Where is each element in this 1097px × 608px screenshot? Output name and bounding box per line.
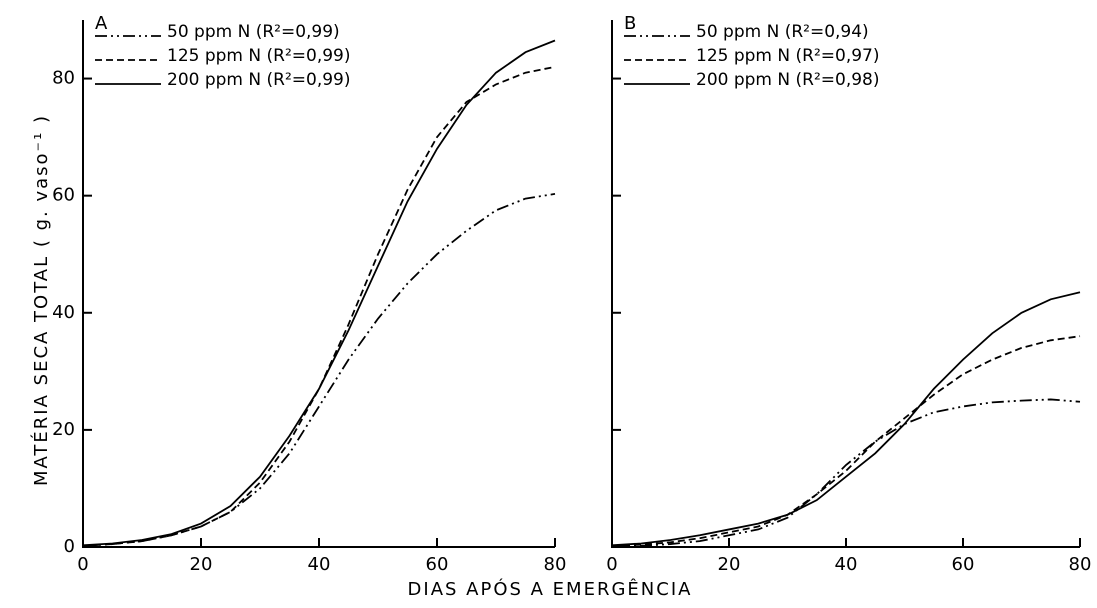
y-tick-label: 20	[52, 419, 75, 440]
series-line	[611, 291, 1081, 547]
axis-line	[82, 20, 555, 548]
series-line	[82, 193, 556, 547]
y-tick-label: 0	[64, 536, 75, 557]
y-tick-label: 40	[52, 302, 75, 323]
legend-label: 50 ppm N (R²=0,99)	[167, 22, 340, 42]
x-tick-label: 80	[1069, 554, 1092, 575]
series-line	[82, 39, 556, 547]
x-tick-label: 20	[718, 554, 741, 575]
x-tick-label: 0	[77, 554, 88, 575]
y-tick-label: 80	[52, 68, 75, 89]
series-line	[611, 398, 1081, 548]
y-axis-label: MATÉRIA SECA TOTAL ( g. vaso⁻¹ )	[30, 114, 52, 486]
series-line	[82, 65, 556, 547]
legend-label: 200 ppm N (R²=0,98)	[696, 70, 880, 90]
x-tick-label: 20	[190, 554, 213, 575]
x-tick-label: 0	[606, 554, 617, 575]
x-tick-label: 40	[308, 554, 331, 575]
legend-label: 200 ppm N (R²=0,99)	[167, 70, 351, 90]
axis-line	[611, 20, 1080, 548]
series-line	[611, 335, 1081, 547]
x-axis-label: DIAS APÓS A EMERGÊNCIA	[408, 578, 693, 600]
x-tick-label: 40	[835, 554, 858, 575]
legend-label: 125 ppm N (R²=0,99)	[167, 46, 351, 66]
legend-label: 125 ppm N (R²=0,97)	[696, 46, 880, 66]
x-tick-label: 60	[426, 554, 449, 575]
x-tick-label: 60	[952, 554, 975, 575]
y-tick-label: 60	[52, 185, 75, 206]
panel-label: A	[95, 13, 108, 34]
panel-label: B	[624, 13, 636, 34]
legend-label: 50 ppm N (R²=0,94)	[696, 22, 869, 42]
x-tick-label: 80	[544, 554, 567, 575]
